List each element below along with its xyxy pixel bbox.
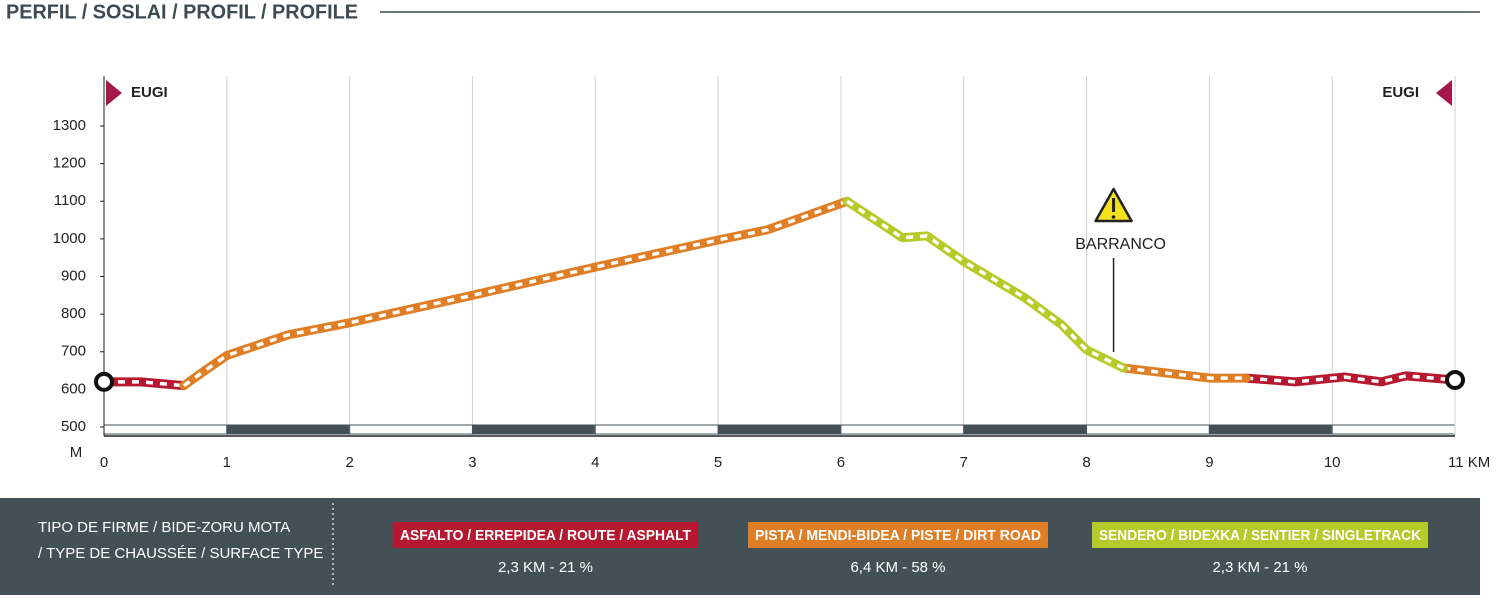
x-tick-label: 0 bbox=[100, 454, 108, 471]
x-tick-label: 5 bbox=[714, 454, 722, 471]
legend-swatch bbox=[748, 522, 1048, 548]
x-tick-label: 6 bbox=[837, 454, 845, 471]
km-strip bbox=[717, 424, 842, 435]
x-tick-label: 4 bbox=[591, 454, 599, 471]
y-tick-label: 800 bbox=[61, 305, 86, 322]
x-tick-label: 7 bbox=[960, 454, 968, 471]
km-strip bbox=[226, 424, 351, 435]
km-strip bbox=[594, 424, 719, 435]
start-flag bbox=[106, 80, 122, 106]
x-tick-label: 9 bbox=[1205, 454, 1213, 471]
km-strip bbox=[840, 424, 965, 435]
x-tick-label: 2 bbox=[345, 454, 353, 471]
warning-dot bbox=[1111, 215, 1116, 219]
km-strip bbox=[103, 424, 228, 435]
profile-line-dash bbox=[846, 199, 1125, 370]
chart-title: PERFIL / SOSLAI / PROFIL / PROFILE bbox=[6, 1, 358, 23]
x-tick-label: 11 KM bbox=[1448, 454, 1490, 471]
y-tick-label: 600 bbox=[61, 380, 86, 397]
legend-title: TIPO DE FIRME / BIDE-ZORU MOTA bbox=[38, 519, 290, 536]
profile-line-dash bbox=[182, 199, 1247, 388]
legend-stats: 2,3 KM - 21 % bbox=[498, 559, 593, 576]
x-tick-label: 10 bbox=[1324, 454, 1341, 471]
km-strip bbox=[471, 424, 596, 435]
km-strip bbox=[1086, 424, 1210, 435]
start-label: EUGI bbox=[131, 84, 168, 101]
y-tick-label: 500 bbox=[61, 418, 86, 435]
annotation-label: BARRANCO bbox=[1075, 236, 1166, 253]
legend-label: PISTA / MENDI-BIDEA / PISTE / DIRT ROAD bbox=[755, 527, 1041, 544]
x-tick-label: 3 bbox=[468, 454, 476, 471]
km-strip bbox=[349, 424, 473, 435]
legend-stats: 6,4 KM - 58 % bbox=[850, 559, 945, 576]
y-tick-label: 1100 bbox=[54, 192, 86, 209]
km-strip bbox=[963, 424, 1088, 435]
x-tick-label: 8 bbox=[1082, 454, 1090, 471]
km-strip bbox=[1331, 424, 1456, 435]
legend-stats: 2,3 KM - 21 % bbox=[1212, 559, 1307, 576]
legend-label: SENDERO / BIDEXKA / SENTIER / SINGLETRAC… bbox=[1099, 527, 1421, 544]
y-tick-label: 1300 bbox=[53, 117, 86, 134]
profile-line bbox=[842, 196, 1128, 373]
legend-title: / TYPE DE CHAUSSÉE / SURFACE TYPE bbox=[38, 545, 323, 562]
end-label: EUGI bbox=[1382, 84, 1419, 101]
km-strip bbox=[1208, 424, 1333, 435]
end-flag bbox=[1436, 80, 1452, 106]
endpoint-marker bbox=[94, 371, 114, 392]
y-tick-label: 700 bbox=[61, 343, 86, 360]
legend-swatch bbox=[393, 522, 698, 548]
x-tick-label: 1 bbox=[223, 454, 231, 471]
legend-label: ASFALTO / ERREPIDEA / ROUTE / ASPHALT bbox=[400, 527, 691, 544]
legend-swatch bbox=[1092, 522, 1428, 548]
y-tick-label: 1000 bbox=[53, 230, 86, 247]
profile-line-dash bbox=[104, 374, 1456, 388]
y-tick-label: 1200 bbox=[53, 155, 86, 172]
endpoint-marker bbox=[1445, 369, 1465, 390]
y-axis-label: M bbox=[70, 444, 83, 461]
y-tick-label: 900 bbox=[61, 267, 86, 284]
